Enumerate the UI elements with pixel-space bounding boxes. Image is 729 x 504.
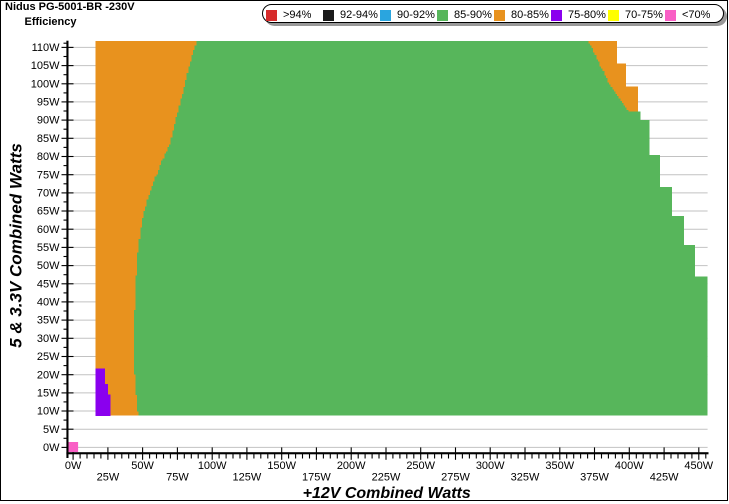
svg-text:275W: 275W <box>441 471 470 483</box>
svg-text:5 & 3.3V Combined Watts: 5 & 3.3V Combined Watts <box>7 143 26 348</box>
svg-text:100W: 100W <box>31 78 60 90</box>
svg-text:0W: 0W <box>65 460 82 472</box>
svg-text:225W: 225W <box>372 471 401 483</box>
svg-text:50W: 50W <box>37 260 60 272</box>
svg-text:175W: 175W <box>302 471 331 483</box>
svg-text:110W: 110W <box>32 42 61 54</box>
svg-text:20W: 20W <box>37 369 60 381</box>
svg-text:75W: 75W <box>166 471 189 483</box>
svg-text:60W: 60W <box>37 224 60 236</box>
svg-text:250W: 250W <box>406 460 435 472</box>
svg-text:10W: 10W <box>37 406 60 418</box>
svg-text:+12V Combined Watts: +12V Combined Watts <box>303 485 471 502</box>
svg-text:100W: 100W <box>198 460 227 472</box>
svg-text:45W: 45W <box>37 278 60 290</box>
svg-text:350W: 350W <box>545 460 574 472</box>
svg-text:95W: 95W <box>37 97 60 109</box>
svg-text:0W: 0W <box>43 442 60 454</box>
svg-text:30W: 30W <box>37 333 60 345</box>
svg-text:25W: 25W <box>97 471 120 483</box>
svg-text:70W: 70W <box>37 188 60 200</box>
svg-text:105W: 105W <box>31 60 60 72</box>
svg-text:150W: 150W <box>267 460 296 472</box>
svg-text:35W: 35W <box>37 315 60 327</box>
svg-text:200W: 200W <box>337 460 366 472</box>
svg-text:85W: 85W <box>37 133 60 145</box>
svg-text:325W: 325W <box>511 471 540 483</box>
svg-text:125W: 125W <box>233 471 262 483</box>
svg-text:15W: 15W <box>37 388 60 400</box>
svg-text:375W: 375W <box>580 471 609 483</box>
svg-text:90W: 90W <box>37 115 60 127</box>
svg-text:80W: 80W <box>37 151 60 163</box>
svg-text:50W: 50W <box>131 460 154 472</box>
svg-text:300W: 300W <box>476 460 505 472</box>
svg-text:450W: 450W <box>684 460 713 472</box>
svg-text:65W: 65W <box>37 206 60 218</box>
svg-text:400W: 400W <box>615 460 644 472</box>
svg-text:25W: 25W <box>37 351 60 363</box>
svg-text:40W: 40W <box>37 297 60 309</box>
svg-text:425W: 425W <box>650 471 679 483</box>
svg-text:75W: 75W <box>37 169 60 181</box>
svg-text:5W: 5W <box>43 424 60 436</box>
svg-text:55W: 55W <box>37 242 60 254</box>
